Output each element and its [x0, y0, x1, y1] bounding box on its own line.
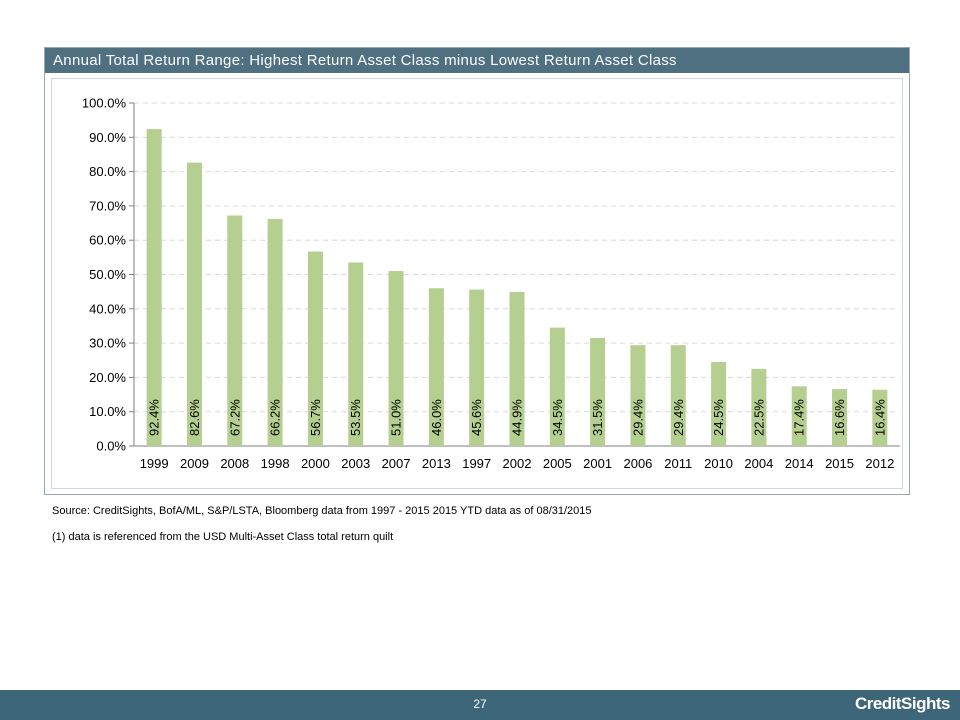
- y-tick-label: 50.0%: [89, 267, 126, 282]
- data-label: 44.9%: [510, 399, 525, 436]
- x-tick-label: 1997: [462, 456, 491, 471]
- y-tick-label: 0.0%: [96, 439, 126, 454]
- y-tick-label: 70.0%: [89, 198, 126, 213]
- data-label: 46.0%: [429, 399, 444, 436]
- x-tick-label: 2015: [825, 456, 854, 471]
- x-tick-label: 2001: [583, 456, 612, 471]
- y-tick-label: 100.0%: [82, 96, 127, 111]
- x-tick-label: 2004: [744, 456, 773, 471]
- data-label: 24.5%: [711, 399, 726, 436]
- x-tick-label: 2010: [704, 456, 733, 471]
- bar: [469, 289, 485, 446]
- y-tick-label: 40.0%: [89, 301, 126, 316]
- y-tick-label: 10.0%: [89, 404, 126, 419]
- x-tick-label: 2009: [180, 456, 209, 471]
- data-label: 22.5%: [751, 399, 766, 436]
- data-label: 16.4%: [872, 399, 887, 436]
- bar: [509, 291, 525, 446]
- data-label: 92.4%: [147, 399, 162, 436]
- bar: [146, 129, 162, 446]
- bar: [630, 345, 646, 446]
- bar: [348, 262, 364, 446]
- x-tick-label: 2007: [382, 456, 411, 471]
- bar: [791, 386, 807, 446]
- data-label: 53.5%: [348, 399, 363, 436]
- x-tick-label: 2014: [785, 456, 814, 471]
- data-label: 17.4%: [792, 399, 807, 436]
- y-tick-label: 80.0%: [89, 164, 126, 179]
- data-label: 82.6%: [187, 399, 202, 436]
- bar: [388, 271, 404, 446]
- x-tick-label: 1999: [140, 456, 169, 471]
- x-tick-label: 1998: [261, 456, 290, 471]
- x-tick-label: 2005: [543, 456, 572, 471]
- bar: [227, 215, 243, 446]
- plot-frame: 0.0% 10.0% 20.0% 30.0% 40.0% 50.0% 60.0% 70.0% 8…: [51, 78, 903, 489]
- source-note: Source: CreditSights, BofA/ML, S&P/LSTA,…: [52, 505, 592, 517]
- bar: [590, 337, 606, 446]
- bar: [267, 218, 283, 446]
- bar: [428, 288, 444, 446]
- bar: [711, 361, 727, 446]
- y-tick-label: 30.0%: [89, 336, 126, 351]
- data-label: 67.2%: [227, 399, 242, 436]
- bar: [832, 389, 848, 446]
- chart-panel: Annual Total Return Range: Highest Retur…: [44, 47, 910, 495]
- bar: [186, 162, 202, 446]
- data-label: 34.5%: [550, 399, 565, 436]
- y-tick-label: 60.0%: [89, 233, 126, 248]
- data-label: 45.6%: [469, 399, 484, 436]
- bar: [872, 389, 888, 446]
- page-number: 27: [473, 697, 487, 711]
- data-label: 16.6%: [832, 399, 847, 436]
- data-label: 56.7%: [308, 399, 323, 436]
- bar: [549, 327, 565, 446]
- data-label: 66.2%: [268, 399, 283, 436]
- data-label: 29.4%: [630, 399, 645, 436]
- footer-bar: 27 CreditSights: [0, 690, 960, 720]
- x-tick-label: 2003: [341, 456, 370, 471]
- x-tick-label: 2012: [865, 456, 894, 471]
- x-tick-label: 2008: [220, 456, 249, 471]
- bar: [307, 251, 323, 446]
- x-tick-label: 2013: [422, 456, 451, 471]
- bar-chart: 0.0% 10.0% 20.0% 30.0% 40.0% 50.0% 60.0% 70.0% 8…: [82, 96, 900, 471]
- x-tick-label: 2006: [623, 456, 652, 471]
- data-label: 51.0%: [389, 399, 404, 436]
- y-tick-label: 20.0%: [89, 370, 126, 385]
- data-note: (1) data is referenced from the USD Mult…: [52, 531, 394, 543]
- bar: [670, 345, 686, 446]
- x-tick-label: 2002: [503, 456, 532, 471]
- x-tick-label: 2000: [301, 456, 330, 471]
- bar: [751, 368, 767, 446]
- y-tick-label: 90.0%: [89, 130, 126, 145]
- data-label: 29.4%: [671, 399, 686, 436]
- creditsights-logo: CreditSights: [854, 694, 951, 713]
- data-label: 31.5%: [590, 399, 605, 436]
- x-tick-label: 2011: [664, 456, 692, 471]
- chart-title: Annual Total Return Range: Highest Retur…: [45, 48, 909, 73]
